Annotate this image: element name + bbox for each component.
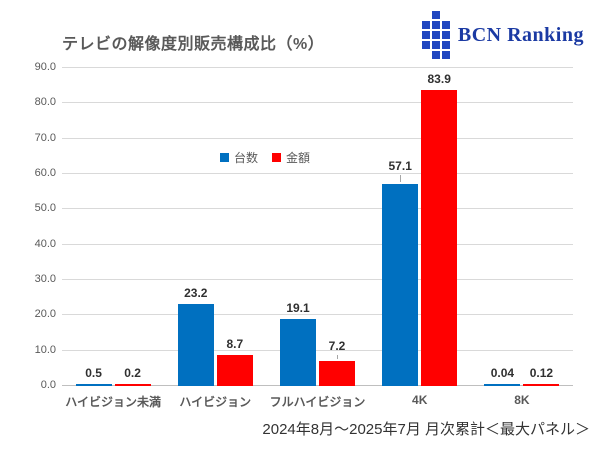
bcn-logo: BCN Ranking [421,11,584,59]
legend-item: 金額 [272,149,310,166]
logo-square [421,41,430,49]
bar-value-label: 0.5 [85,366,102,380]
logo-square [431,21,440,29]
logo-square [441,21,450,29]
gridline [62,314,573,316]
bar [280,318,316,386]
y-axis-label: 90.0 [34,61,56,73]
gridline [62,137,573,139]
gridline [62,67,573,68]
bar [382,184,419,386]
y-axis-label: 80.0 [34,96,56,109]
label-leader-line [400,175,402,183]
logo-square [431,31,440,39]
category-label: 4K [412,393,428,407]
bar-value-label: 0.2 [124,366,141,380]
bar-value-label: 83.9 [427,71,451,86]
legend-swatch [220,153,229,162]
bcn-logo-icon [421,11,450,59]
legend-label: 台数 [234,151,259,165]
logo-square [421,21,430,29]
bar [523,384,560,386]
bar [421,89,458,386]
gridline [62,102,573,104]
bar [114,384,151,386]
bar [216,355,253,386]
bcn-logo-text: BCN Ranking [457,23,584,46]
period-caption: 2024年8月～2025年7月 月次累計＜最大パネル＞ [262,421,590,438]
logo-square [431,51,440,59]
bar [75,384,112,386]
bar-value-label: 23.2 [184,286,208,300]
logo-square [441,51,450,59]
logo-square-empty [422,11,430,19]
y-axis-label: 10.0 [34,343,56,356]
gridline [62,173,573,174]
gridline [62,349,573,351]
bar-value-label: 57.1 [388,159,412,174]
legend-item: 台数 [220,149,258,166]
x-axis-line [62,385,573,386]
bar [177,304,214,386]
legend: 台数 金額 [220,149,310,166]
y-axis-label: 0.0 [40,379,56,391]
bar-value-label: 0.12 [529,366,554,380]
bar-value-label: 8.7 [226,337,244,352]
category-label: 8K [514,393,530,407]
logo-square [441,41,450,49]
category-label: フルハイビジョン [269,395,366,409]
gridline [62,279,573,280]
bar [319,360,355,386]
bar-value-label: 0.04 [490,366,515,380]
legend-swatch [272,153,282,162]
logo-square-empty [422,51,430,59]
logo-square [431,11,440,19]
logo-square [421,31,430,39]
logo-square-empty [442,11,450,19]
bar-value-label: 19.1 [286,300,310,315]
y-axis-label: 70.0 [34,131,56,144]
label-leader-line [337,354,338,359]
legend-label: 金額 [286,151,311,165]
y-axis-label: 50.0 [34,202,56,215]
logo-square [431,41,440,49]
y-axis-label: 30.0 [34,273,56,285]
bar-value-label: 7.2 [328,338,346,353]
category-label: ハイビジョン未満 [65,395,161,409]
y-axis-label: 20.0 [34,308,56,321]
gridline [62,208,573,210]
bar [484,384,521,386]
gridline [62,243,573,245]
chart-title: テレビの解像度別販売構成比（%） [62,36,325,53]
y-axis-label: 40.0 [34,237,56,250]
category-label: ハイビジョン [179,395,252,409]
y-axis-label: 60.0 [34,167,56,179]
logo-square [441,31,450,39]
